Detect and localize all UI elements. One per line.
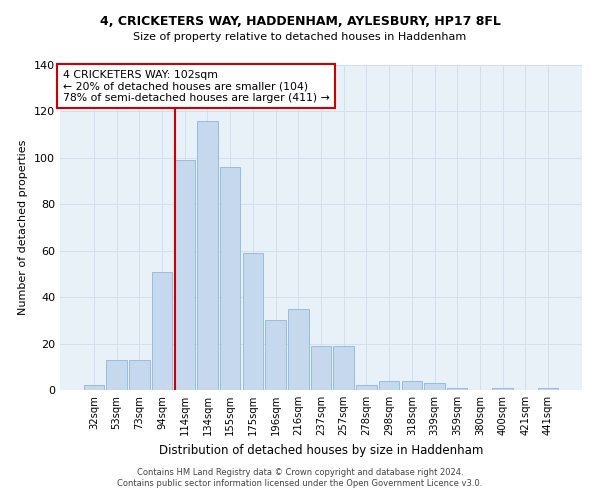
Text: 4 CRICKETERS WAY: 102sqm
← 20% of detached houses are smaller (104)
78% of semi-: 4 CRICKETERS WAY: 102sqm ← 20% of detach… [62, 70, 329, 103]
Bar [379, 380, 400, 390]
Bar [401, 380, 422, 390]
Text: 4, CRICKETERS WAY, HADDENHAM, AYLESBURY, HP17 8FL: 4, CRICKETERS WAY, HADDENHAM, AYLESBURY,… [100, 15, 500, 28]
Bar [356, 386, 377, 390]
Bar [538, 388, 558, 390]
Bar [242, 253, 263, 390]
Text: Contains HM Land Registry data © Crown copyright and database right 2024.
Contai: Contains HM Land Registry data © Crown c… [118, 468, 482, 487]
Bar [175, 160, 195, 390]
X-axis label: Distribution of detached houses by size in Haddenham: Distribution of detached houses by size … [159, 444, 483, 456]
Bar [106, 360, 127, 390]
Bar [129, 360, 149, 390]
Bar [288, 308, 308, 390]
Bar [152, 272, 172, 390]
Bar [334, 346, 354, 390]
Text: Size of property relative to detached houses in Haddenham: Size of property relative to detached ho… [133, 32, 467, 42]
Bar [447, 388, 467, 390]
Bar [197, 120, 218, 390]
Bar [84, 386, 104, 390]
Bar [220, 167, 241, 390]
Bar [493, 388, 513, 390]
Bar [265, 320, 286, 390]
Bar [311, 346, 331, 390]
Y-axis label: Number of detached properties: Number of detached properties [19, 140, 28, 315]
Bar [424, 383, 445, 390]
